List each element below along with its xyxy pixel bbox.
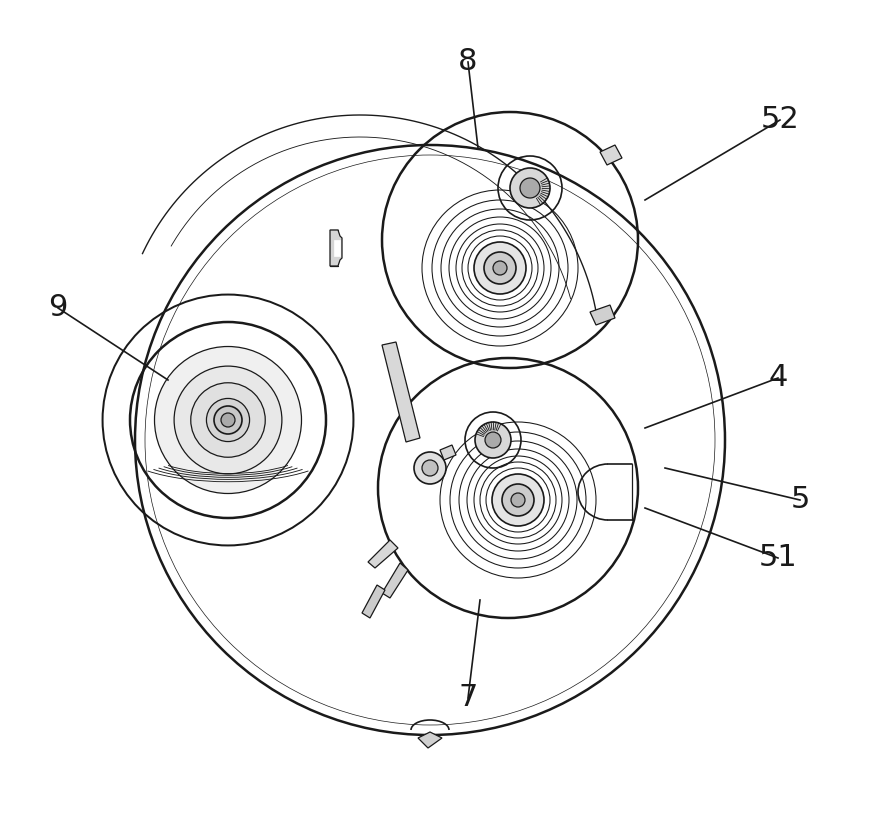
Circle shape xyxy=(484,252,516,284)
Polygon shape xyxy=(590,305,615,325)
Circle shape xyxy=(174,366,282,474)
Polygon shape xyxy=(600,145,622,165)
Text: 52: 52 xyxy=(760,105,799,135)
Polygon shape xyxy=(418,732,442,748)
Circle shape xyxy=(511,493,525,507)
Polygon shape xyxy=(334,240,340,256)
Text: 51: 51 xyxy=(758,543,797,573)
Text: 9: 9 xyxy=(49,294,68,322)
Circle shape xyxy=(475,422,511,458)
Circle shape xyxy=(414,452,446,484)
Circle shape xyxy=(207,398,249,441)
Circle shape xyxy=(502,484,534,516)
Polygon shape xyxy=(440,445,456,460)
Circle shape xyxy=(492,474,544,526)
Text: 4: 4 xyxy=(768,363,788,392)
Circle shape xyxy=(422,460,438,476)
Polygon shape xyxy=(382,342,420,442)
Circle shape xyxy=(214,406,242,434)
Text: 8: 8 xyxy=(458,47,477,77)
Circle shape xyxy=(155,347,301,494)
Circle shape xyxy=(474,242,526,294)
Text: 7: 7 xyxy=(458,684,477,712)
Circle shape xyxy=(520,178,540,198)
Circle shape xyxy=(493,261,507,275)
Polygon shape xyxy=(368,540,398,568)
Circle shape xyxy=(485,432,501,448)
Polygon shape xyxy=(330,230,342,266)
Polygon shape xyxy=(382,563,408,598)
Text: 5: 5 xyxy=(790,486,810,515)
Circle shape xyxy=(221,413,235,427)
Polygon shape xyxy=(362,585,385,618)
Circle shape xyxy=(510,168,550,208)
Circle shape xyxy=(191,383,265,457)
